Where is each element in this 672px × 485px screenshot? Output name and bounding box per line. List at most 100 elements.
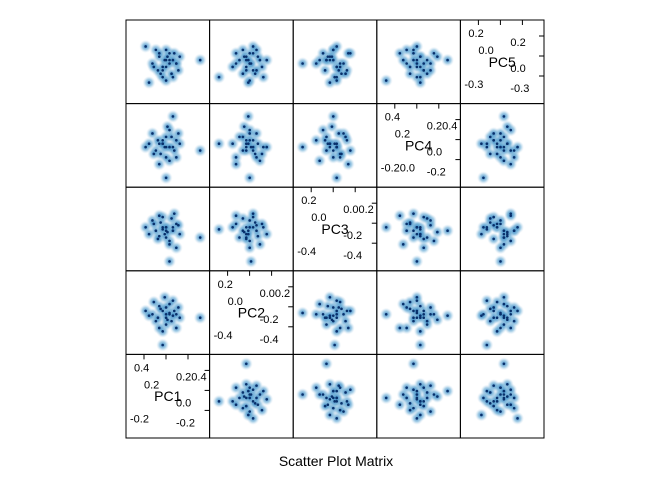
data-point — [326, 55, 330, 58]
data-point — [482, 225, 485, 229]
scatter-panel-pc3-vs-pc4 — [379, 207, 455, 268]
data-point — [495, 316, 499, 320]
data-point — [499, 222, 502, 226]
data-point — [485, 145, 489, 149]
data-point — [172, 51, 176, 55]
diagonal-pc4: 0.4 0.2 0.20.4 -0.20.0 0.0 -0.2 PC4 — [381, 103, 461, 179]
data-point — [168, 159, 171, 163]
data-point — [415, 62, 419, 65]
data-point — [349, 309, 352, 313]
data-point — [318, 302, 321, 306]
data-point — [217, 142, 221, 145]
data-point — [502, 135, 506, 139]
data-point — [335, 299, 339, 302]
data-point — [337, 132, 341, 135]
variable-label-pc3: PC3 — [321, 221, 348, 237]
data-point — [512, 156, 516, 159]
data-point — [255, 48, 258, 52]
data-point — [405, 222, 408, 226]
data-point — [512, 306, 516, 309]
data-point — [344, 135, 347, 139]
data-point — [198, 58, 202, 62]
data-point — [168, 128, 171, 132]
data-point — [247, 229, 250, 233]
data-point — [446, 229, 449, 233]
data-point — [344, 391, 347, 394]
data-point — [499, 219, 502, 222]
data-point — [256, 142, 260, 145]
diag-tick-label: -0.4 — [260, 334, 279, 346]
data-point — [144, 309, 147, 313]
data-point — [436, 55, 439, 58]
data-point — [323, 138, 327, 142]
data-point — [333, 75, 336, 79]
diag-tick-label: 0.0 — [228, 296, 243, 308]
data-point — [401, 302, 405, 306]
data-point — [161, 330, 164, 333]
data-point — [509, 149, 513, 152]
data-point — [198, 149, 202, 152]
data-point — [335, 142, 339, 145]
data-point — [502, 397, 506, 401]
data-point — [415, 58, 419, 62]
data-point — [506, 125, 509, 128]
diag-tick-label: -0.2 — [260, 314, 279, 326]
data-point — [342, 132, 345, 135]
data-point — [248, 176, 251, 180]
data-point — [512, 406, 516, 410]
data-point — [144, 145, 147, 149]
data-point — [516, 417, 519, 420]
data-point — [258, 393, 262, 396]
data-point — [506, 403, 509, 407]
data-point — [509, 388, 513, 392]
data-point — [262, 225, 265, 229]
data-point — [168, 260, 171, 263]
data-point — [506, 234, 509, 238]
data-point — [488, 319, 492, 323]
data-point — [492, 400, 495, 403]
data-point — [231, 400, 234, 403]
data-point — [255, 384, 258, 387]
diag-tick-label: 0.4 — [385, 112, 400, 124]
data-point — [258, 58, 262, 62]
data-point — [338, 386, 342, 389]
data-point — [248, 79, 251, 82]
data-point — [247, 389, 250, 393]
data-point — [326, 403, 330, 407]
data-point — [436, 230, 439, 234]
scatter-panel-pc2-vs-pc5 — [474, 290, 525, 352]
data-point — [157, 55, 161, 58]
data-point — [346, 403, 350, 407]
data-point — [251, 145, 255, 149]
data-point — [482, 396, 485, 400]
data-point — [161, 215, 164, 219]
scatter-panel-pc4-vs-pc5 — [474, 109, 525, 185]
data-point — [255, 396, 258, 400]
data-point — [314, 138, 318, 142]
data-point — [499, 156, 502, 159]
data-point — [335, 313, 339, 316]
data-point — [349, 149, 352, 152]
data-point — [247, 413, 250, 417]
variable-label-pc1: PC1 — [154, 388, 181, 404]
data-point — [349, 388, 352, 392]
scatter-panel-pc2-vs-pc4 — [379, 290, 455, 352]
data-point — [415, 45, 419, 48]
data-point — [175, 313, 178, 316]
scatter-panel-pc5-vs-pc3 — [296, 39, 357, 90]
data-point — [241, 391, 245, 394]
data-point — [168, 302, 171, 306]
data-point — [422, 215, 426, 219]
data-point — [432, 313, 436, 316]
data-point — [198, 316, 202, 320]
data-point — [326, 142, 330, 145]
data-point — [325, 58, 328, 62]
data-point — [260, 65, 264, 69]
data-point — [412, 58, 415, 62]
data-point — [415, 225, 419, 229]
data-point — [172, 149, 176, 152]
data-point — [492, 215, 495, 219]
scatter-panel-pc1-vs-pc5 — [474, 357, 525, 425]
data-point — [425, 323, 429, 326]
data-point — [255, 223, 258, 227]
